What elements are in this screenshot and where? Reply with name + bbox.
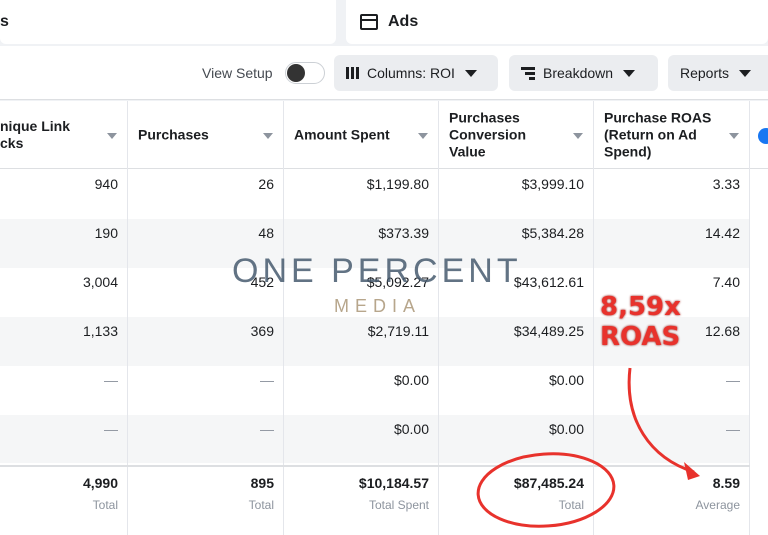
ads-icon <box>360 14 378 30</box>
tab-ad-sets-label: s <box>0 13 9 30</box>
table-cell: 940 <box>94 176 118 192</box>
table-cell: $373.39 <box>378 225 429 241</box>
table-cell: — <box>104 421 118 437</box>
columns-button-label: Columns: ROI <box>367 65 455 81</box>
header-unique-link-clicks[interactable]: nique Link cks <box>0 101 127 169</box>
watermark-title: ONE PERCENT <box>232 252 522 290</box>
column-add <box>750 101 768 535</box>
table-cell: 48 <box>258 225 274 241</box>
columns-button[interactable]: Columns: ROI <box>334 55 498 91</box>
data-table: nique Link cks Purchases Amount Spent Pu… <box>0 101 768 535</box>
table-cell: — <box>726 421 740 437</box>
table-cell: $3,999.10 <box>521 176 584 192</box>
sort-icon[interactable] <box>418 133 428 139</box>
table-cell: — <box>260 372 274 388</box>
table-cell: $1,199.80 <box>366 176 429 192</box>
column-amount-spent: Amount Spent <box>284 101 439 535</box>
chevron-down-icon <box>464 69 477 77</box>
footer-total-label: Average <box>695 498 740 512</box>
table-cell: $34,489.25 <box>513 323 584 339</box>
footer-total-label: Total <box>92 498 118 512</box>
table-cell: 7.40 <box>712 274 740 290</box>
chevron-down-icon <box>739 69 752 77</box>
breakdown-button-label: Breakdown <box>543 65 614 81</box>
table-cell: 12.68 <box>704 323 740 339</box>
column-purchase-roas: Purchase ROAS (Return on Ad Spend) <box>594 101 750 535</box>
table-cell: $5,384.28 <box>521 225 584 241</box>
table-cell: 3.33 <box>712 176 740 192</box>
columns-icon <box>346 67 359 79</box>
tab-ads-label: Ads <box>388 13 419 30</box>
chevron-down-icon <box>623 69 636 77</box>
table-row-stripe <box>0 317 750 366</box>
table-cell: — <box>104 372 118 388</box>
sort-icon[interactable] <box>263 133 273 139</box>
table-cell: 3,004 <box>82 274 118 290</box>
footer-divider <box>0 465 750 467</box>
breakdown-icon <box>521 66 535 80</box>
toolbar: View Setup Columns: ROI Breakdown Report… <box>0 46 768 100</box>
table-cell: $43,612.61 <box>513 274 584 290</box>
table-cell: — <box>726 372 740 388</box>
roas-annotation: 8,59x ROAS <box>600 292 681 352</box>
table-cell: $0.00 <box>393 372 429 388</box>
header-label: Purchases Conversion Value <box>449 109 527 159</box>
tab-ads[interactable]: Ads <box>346 0 768 44</box>
view-setup-label: View Setup <box>202 65 273 81</box>
sort-icon[interactable] <box>573 133 583 139</box>
roas-annotation-label: ROAS <box>600 322 681 352</box>
header-add-column <box>750 101 768 169</box>
sort-icon[interactable] <box>729 133 739 139</box>
footer-total-value: $87,485.24 <box>513 475 584 491</box>
sort-icon[interactable] <box>107 133 117 139</box>
table-cell: 190 <box>94 225 118 241</box>
view-setup-toggle[interactable] <box>285 62 325 84</box>
header-amount-spent[interactable]: Amount Spent <box>284 101 438 169</box>
reports-button-label: Reports <box>680 65 730 81</box>
tab-ad-sets[interactable]: s <box>0 0 336 44</box>
column-purchases: Purchases <box>128 101 284 535</box>
table-cell: 452 <box>250 274 274 290</box>
footer-total-value: 895 <box>250 475 274 491</box>
roas-annotation-value: 8,59x <box>600 292 681 322</box>
table-row-stripe <box>0 219 750 268</box>
header-label: Amount Spent <box>294 126 390 142</box>
watermark-subtitle: MEDIA <box>334 296 422 316</box>
table-cell: 369 <box>250 323 274 339</box>
table-cell: 1,133 <box>82 323 118 339</box>
reports-button[interactable]: Reports <box>668 55 768 91</box>
footer-total-label: Total Spent <box>368 498 429 512</box>
tab-bar: s Ads <box>0 0 768 46</box>
header-purchases[interactable]: Purchases <box>128 101 283 169</box>
footer-total-value: $10,184.57 <box>358 475 429 491</box>
footer-total-label: Total <box>248 498 274 512</box>
table-cell: $0.00 <box>393 421 429 437</box>
table-cell: $5,092.27 <box>366 274 429 290</box>
breakdown-button[interactable]: Breakdown <box>509 55 658 91</box>
table-cell: 14.42 <box>704 225 740 241</box>
table-cell: 26 <box>258 176 274 192</box>
header-label: nique Link cks <box>0 117 70 151</box>
header-purchases-conversion-value[interactable]: Purchases Conversion Value <box>439 101 593 169</box>
header-purchase-roas[interactable]: Purchase ROAS (Return on Ad Spend) <box>594 101 749 169</box>
footer-total-label: Total <box>558 498 584 512</box>
table-row-stripe <box>0 415 750 463</box>
footer-total-value: 4,990 <box>82 475 118 491</box>
table-cell: $0.00 <box>548 421 584 437</box>
header-label: Purchase ROAS (Return on Ad Spend) <box>604 109 712 159</box>
add-column-icon[interactable] <box>758 128 768 144</box>
column-unique-link-clicks: nique Link cks <box>0 101 128 535</box>
column-purchases-conversion-value: Purchases Conversion Value <box>439 101 594 535</box>
header-label: Purchases <box>138 126 209 142</box>
footer-total-value: 8.59 <box>712 475 740 491</box>
table-cell: $0.00 <box>548 372 584 388</box>
table-cell: $2,719.11 <box>367 323 429 339</box>
table-cell: — <box>260 421 274 437</box>
